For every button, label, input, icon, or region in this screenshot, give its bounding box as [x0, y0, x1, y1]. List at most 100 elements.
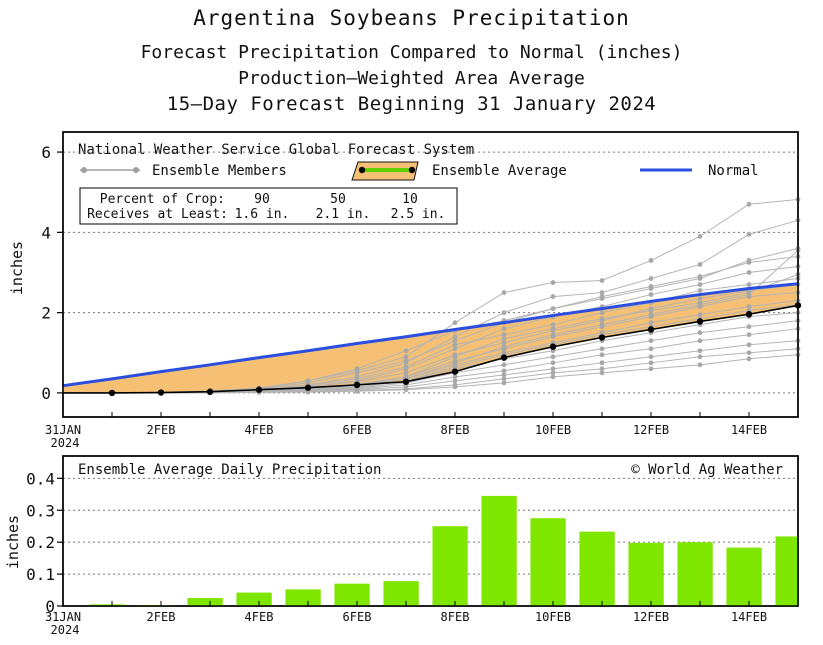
bottom-panel-frame: [62, 455, 799, 607]
bottom-y-tick-label: 0: [45, 597, 55, 616]
top-y-tick-label: 4: [41, 223, 51, 242]
chart-subtitle: Forecast Precipitation Compared to Norma…: [140, 42, 683, 63]
ensemble-member-point: [599, 290, 605, 295]
ensemble-member-point: [501, 332, 507, 338]
ensemble-member-point: [599, 316, 605, 322]
ensemble-average-point: [157, 389, 165, 396]
ensemble-member-point: [403, 364, 409, 370]
ensemble-member-point: [452, 378, 458, 384]
ensemble-average-point: [402, 378, 410, 385]
ensemble-member-point: [697, 262, 703, 267]
ensemble-member-point: [746, 304, 752, 310]
ensemble-member-point: [550, 280, 556, 285]
ensemble-member-point: [599, 352, 605, 358]
ensemble-member-point: [354, 366, 360, 372]
top-x-tick-label: 31JAN: [45, 423, 81, 437]
legend-members-label: Ensemble Members: [152, 163, 287, 179]
ensemble-average-point: [647, 326, 655, 333]
ensemble-member-point: [452, 360, 458, 366]
bottom-x-tick-label: 31JAN: [45, 610, 81, 624]
bottom-x-tick-label: 12FEB: [633, 610, 669, 624]
ensemble-member-point: [452, 342, 458, 348]
ensemble-member-point: [403, 358, 409, 364]
ensemble-member-point: [599, 366, 605, 372]
ensemble-member-point: [648, 292, 654, 297]
ensemble-member-point: [697, 330, 703, 336]
ensemble-member-point: [746, 324, 752, 330]
ensemble-member-point: [648, 320, 654, 326]
ensemble-member-point: [501, 372, 507, 378]
ensemble-member-point: [697, 233, 703, 239]
top-x-tick-label: 6FEB: [343, 423, 372, 437]
daily-precip-bar: [628, 542, 664, 606]
daily-precip-bar: [775, 536, 798, 606]
daily-precip-bar: [89, 604, 125, 606]
ensemble-member-point: [599, 278, 605, 283]
ensemble-average-point: [745, 311, 753, 318]
normal-vs-average-band: [63, 283, 798, 393]
ensemble-member-point: [550, 306, 556, 312]
ensemble-member-point: [648, 284, 654, 289]
ensemble-average-point: [598, 334, 606, 341]
ensemble-average-point: [451, 368, 459, 375]
top-y-axis-label: inches: [8, 241, 26, 295]
ensemble-member-point: [550, 354, 556, 360]
legend-normal-label: Normal: [708, 163, 759, 179]
ensemble-member-point: [697, 282, 703, 287]
ensemble-member-point: [550, 366, 556, 372]
ensemble-member-point: [403, 354, 409, 360]
ensemble-member-point: [599, 294, 605, 299]
ensemble-member-point: [648, 338, 654, 344]
bottom-x-tick-label: 8FEB: [441, 610, 470, 624]
bottom-y-tick-label: 0.4: [26, 469, 55, 488]
ensemble-member-point: [746, 260, 752, 265]
ensemble-member-point: [746, 270, 752, 275]
ensemble-average-line: [63, 304, 799, 394]
ensemble-member-point: [746, 356, 752, 362]
ensemble-member-point: [599, 370, 605, 376]
ensemble-member-point: [697, 274, 703, 279]
ensemble-average-point: [500, 354, 508, 361]
ensemble-member-point: [599, 310, 605, 316]
legend-members-marker: [81, 167, 87, 173]
ensemble-member-point: [403, 370, 409, 376]
bottom-x-tick-label: 10FEB: [535, 610, 571, 624]
copyright-credit: © World Ag Weather: [631, 462, 783, 478]
daily-precip-bar: [383, 581, 419, 606]
ensemble-member-point: [599, 346, 605, 352]
ensemble-member-point: [501, 362, 507, 368]
bottom-y-tick-label: 0.3: [26, 501, 55, 520]
bottom-x-tick-label: 6FEB: [343, 610, 372, 624]
bottom-y-tick-label: 0.1: [26, 565, 55, 584]
bottom-panel-label: Ensemble Average Daily Precipitation: [78, 462, 381, 478]
daily-precip-bar: [579, 531, 615, 606]
daily-precip-bar: [285, 589, 321, 606]
ensemble-member-point: [550, 370, 556, 376]
bottom-y-tick-label: 0.2: [26, 533, 55, 552]
legend-average-marker: [408, 166, 416, 174]
bottom-x-tick-label: 2FEB: [147, 610, 176, 624]
ensemble-member-point: [746, 201, 752, 207]
chart-subtitle-forecast-period: 15—Day Forecast Beginning 31 January 202…: [166, 93, 657, 115]
ensemble-average-point: [108, 389, 116, 397]
top-y-tick-label: 2: [41, 304, 51, 323]
ensemble-member-point: [697, 348, 703, 354]
crop-percentile-box: Percent of Crop: 90 50 10 Receives at Le…: [79, 187, 458, 225]
ensemble-average-point: [304, 384, 312, 391]
ensemble-member-point: [599, 322, 605, 328]
legend-average-marker: [358, 166, 366, 174]
ensemble-member-point: [501, 310, 507, 316]
ensemble-average-point: [255, 386, 263, 393]
ensemble-average-point: [549, 343, 557, 350]
ensemble-member-point: [452, 364, 458, 370]
ensemble-member-point: [501, 336, 507, 342]
daily-precip-bar: [236, 592, 272, 606]
top-y-tick-label: 0: [41, 384, 51, 403]
ensemble-member-point: [452, 374, 458, 380]
ensemble-average-point: [696, 318, 704, 325]
normal-line: [62, 282, 799, 388]
ensemble-member-point: [648, 312, 654, 318]
ensemble-member-point: [648, 308, 654, 314]
ensemble-member-point: [452, 354, 458, 360]
ensemble-member-point: [648, 366, 654, 372]
